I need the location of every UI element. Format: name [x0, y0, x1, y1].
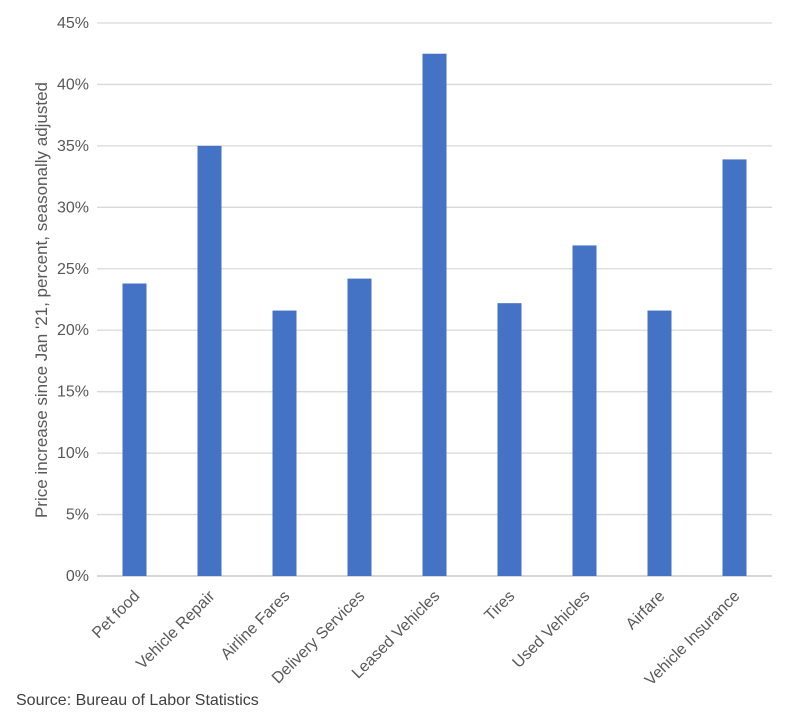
y-tick-label: 5%	[66, 507, 89, 524]
bar	[648, 311, 672, 576]
bar	[423, 54, 447, 576]
bar	[123, 284, 147, 576]
bar	[273, 311, 297, 576]
y-tick-label: 25%	[57, 261, 89, 278]
bar-chart: 0% 5% 10% 15% 20% 25% 30% 35% 40% 45% Pet foodVeh…	[0, 0, 793, 713]
x-tick-label: Tires	[482, 588, 519, 625]
y-tick-label: 45%	[57, 15, 89, 32]
bar	[348, 279, 372, 576]
bar	[573, 245, 597, 576]
bars	[123, 54, 747, 576]
x-tick-label: Vehicle Repair	[133, 587, 218, 672]
bar	[198, 146, 222, 576]
x-tick-label: Pet food	[89, 588, 143, 642]
bar	[723, 159, 747, 576]
y-tick-label: 35%	[57, 138, 89, 155]
y-axis-ticks: 0% 5% 10% 15% 20% 25% 30% 35% 40% 45%	[57, 15, 89, 585]
x-tick-label: Used Vehicles	[510, 588, 594, 672]
y-tick-label: 0%	[66, 568, 89, 585]
chart-container: 0% 5% 10% 15% 20% 25% 30% 35% 40% 45% Pet food Veh…	[0, 0, 793, 713]
y-tick-label: 30%	[57, 199, 89, 216]
bar	[498, 303, 522, 576]
y-tick-label: 10%	[57, 445, 89, 462]
x-tick-label: Airfare	[623, 588, 668, 633]
y-tick-label: 20%	[57, 322, 89, 339]
x-tick-label: Airline Fares	[218, 588, 294, 664]
y-tick-label: 15%	[57, 384, 89, 401]
source-note: Source: Bureau of Labor Statistics	[16, 692, 259, 710]
y-tick-label: 40%	[57, 76, 89, 93]
y-axis-label: Price increase since Jan '21, percent, s…	[32, 82, 51, 518]
